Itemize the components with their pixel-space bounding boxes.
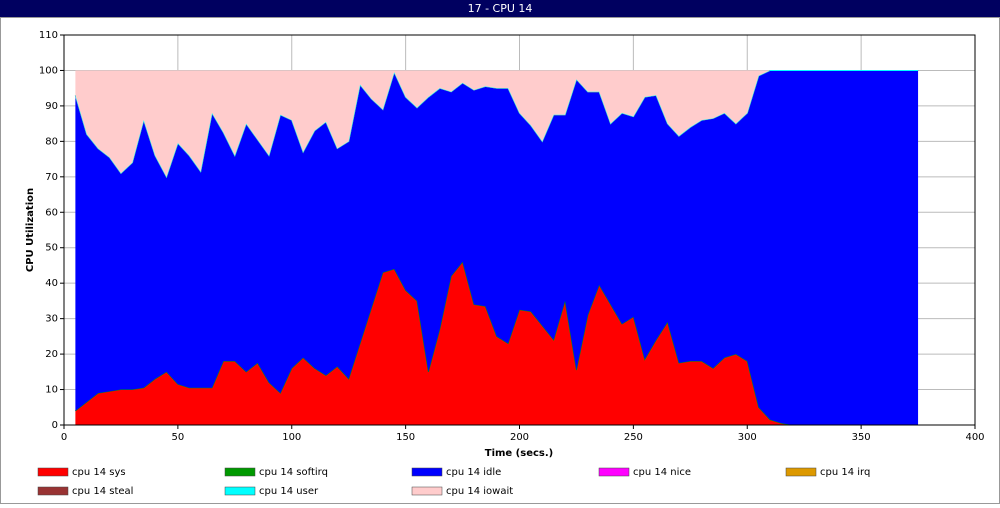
legend-label: cpu 14 irq: [820, 467, 870, 478]
y-tick-label: 30: [45, 314, 58, 325]
legend-swatch: [785, 467, 817, 477]
y-tick-label: 90: [45, 101, 58, 112]
title-bar: [0, 0, 1000, 17]
x-tick-label: 150: [396, 432, 415, 443]
legend-label: cpu 14 steal: [72, 486, 133, 497]
y-tick-label: 110: [39, 30, 58, 41]
legend-label: cpu 14 nice: [633, 467, 691, 478]
area: [75, 70, 919, 177]
legend-label: cpu 14 sys: [72, 467, 126, 478]
y-tick-label: 40: [45, 278, 58, 289]
x-tick-label: 0: [61, 432, 67, 443]
x-tick-label: 400: [965, 432, 984, 443]
y-tick-label: 80: [45, 136, 58, 147]
x-axis-label: Time (secs.): [485, 448, 554, 459]
x-tick-label: 200: [510, 432, 529, 443]
chart-title: 17 - CPU 14: [468, 2, 533, 15]
legend-swatch: [411, 486, 443, 496]
legend-swatch: [224, 467, 256, 477]
legend-swatch: [224, 486, 256, 496]
y-tick-label: 70: [45, 172, 58, 183]
x-tick-label: 100: [282, 432, 301, 443]
legend-swatch: [37, 467, 69, 477]
x-tick-label: 50: [172, 432, 185, 443]
legend-label: cpu 14 user: [259, 486, 319, 497]
y-tick-label: 0: [52, 420, 58, 431]
x-tick-label: 350: [852, 432, 871, 443]
y-axis-label: CPU Utilization: [25, 188, 36, 272]
legend-swatch: [37, 486, 69, 496]
x-tick-label: 300: [738, 432, 757, 443]
legend-swatch: [598, 467, 630, 477]
area: [75, 261, 919, 425]
y-tick-label: 100: [39, 65, 58, 76]
area: [75, 70, 919, 426]
y-tick-label: 20: [45, 349, 58, 360]
legend-swatch: [411, 467, 443, 477]
legend-label: cpu 14 idle: [446, 467, 501, 478]
legend-label: cpu 14 softirq: [259, 467, 328, 478]
y-tick-label: 60: [45, 207, 58, 218]
y-tick-label: 10: [45, 385, 58, 396]
y-tick-label: 50: [45, 243, 58, 254]
x-tick-label: 250: [624, 432, 643, 443]
legend-label: cpu 14 iowait: [446, 486, 513, 497]
